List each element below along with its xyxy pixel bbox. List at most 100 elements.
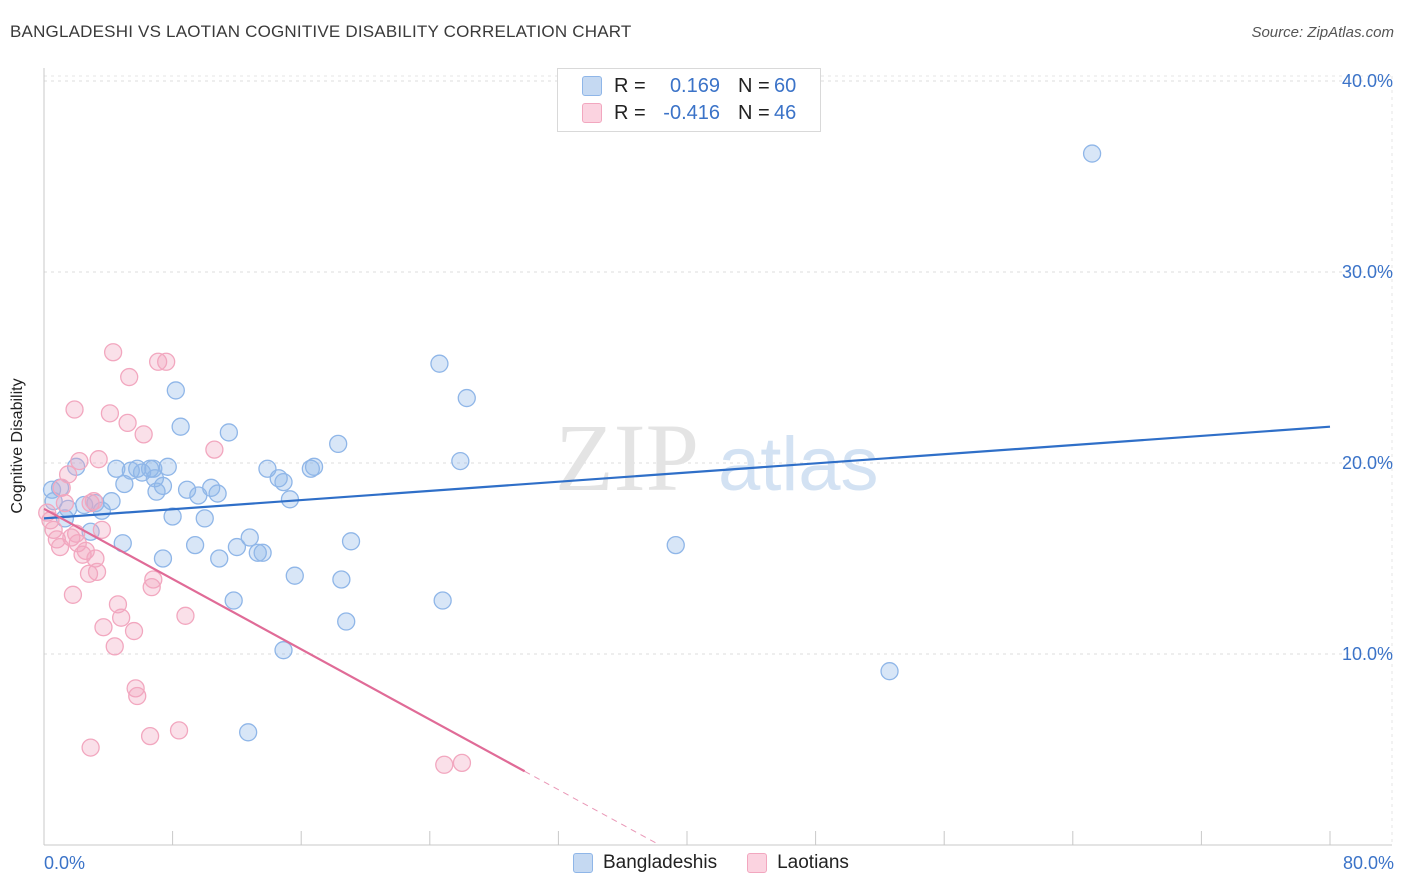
chart-title: BANGLADESHI VS LAOTIAN COGNITIVE DISABIL… xyxy=(10,22,632,41)
data-point xyxy=(666,535,685,555)
y-tick-label: 20.0% xyxy=(1342,453,1393,473)
data-point xyxy=(86,549,105,568)
n-label: N = xyxy=(738,101,770,124)
trend-layer xyxy=(43,425,1331,846)
data-point xyxy=(75,495,94,515)
data-point xyxy=(107,459,126,478)
laotians-trend-line xyxy=(43,507,526,773)
n-label: N = xyxy=(738,74,770,97)
data-point xyxy=(880,662,899,681)
data-point xyxy=(105,637,124,656)
x-axis-max-label: 80.0% xyxy=(1342,853,1394,873)
data-point xyxy=(142,578,161,597)
data-point xyxy=(100,404,120,423)
data-point xyxy=(118,413,137,433)
data-point xyxy=(157,352,176,371)
data-point xyxy=(103,343,123,362)
n-value: 46 xyxy=(774,101,797,124)
bangladeshis-swatch xyxy=(582,76,602,96)
data-point xyxy=(205,440,224,459)
data-point xyxy=(58,465,78,484)
x-axis-min-label: 0.0% xyxy=(44,853,86,873)
data-point xyxy=(433,591,452,610)
legend-item-bangladeshis[interactable]: Bangladeshis xyxy=(573,852,717,874)
data-point xyxy=(84,492,103,511)
data-point xyxy=(92,520,112,539)
legend-row-bangladeshis: R = 0.169 N = 60 xyxy=(582,74,796,98)
data-point xyxy=(94,618,113,637)
data-point xyxy=(452,753,472,773)
data-point xyxy=(169,721,189,740)
data-point xyxy=(121,461,140,480)
r-value: 0.169 xyxy=(669,74,720,97)
data-point xyxy=(87,562,107,582)
n-value: 60 xyxy=(774,74,797,97)
data-point xyxy=(208,484,227,503)
data-point xyxy=(337,612,356,631)
data-point xyxy=(332,570,351,589)
bangladeshis-trend-line xyxy=(43,425,1331,520)
y-tick-label: 10.0% xyxy=(1342,644,1393,664)
bangladeshis-points xyxy=(42,144,1102,742)
data-point xyxy=(253,543,272,562)
data-point xyxy=(185,535,205,555)
data-point xyxy=(285,566,304,585)
data-point xyxy=(177,480,197,499)
bangladeshis-legend-label: Bangladeshis xyxy=(603,852,718,873)
data-point xyxy=(430,354,449,373)
data-point xyxy=(176,606,195,625)
r-label: R = xyxy=(614,74,646,97)
data-point xyxy=(166,381,185,400)
data-point xyxy=(163,507,182,526)
data-point xyxy=(274,641,293,660)
data-point xyxy=(435,755,454,774)
data-point xyxy=(301,459,320,478)
data-point xyxy=(227,537,247,557)
data-point xyxy=(274,472,293,492)
data-point xyxy=(451,451,470,471)
data-point xyxy=(81,738,100,757)
data-point xyxy=(102,492,121,511)
watermark: ZIP atlas xyxy=(555,404,879,511)
data-point xyxy=(248,543,267,562)
data-point xyxy=(134,425,153,444)
data-point xyxy=(70,451,89,471)
watermark-zip: ZIP xyxy=(555,404,699,511)
data-point xyxy=(153,549,173,568)
laotians-trend-line-extension xyxy=(524,770,660,846)
correlation-legend: R = 0.169 N = 60 R = -0.416 N = 46 xyxy=(557,68,821,132)
data-point xyxy=(89,450,108,469)
data-point xyxy=(144,570,163,589)
axis-layer xyxy=(43,68,1392,846)
y-tick-label: 30.0% xyxy=(1342,262,1393,282)
y-tick-label: 40.0% xyxy=(1342,71,1393,91)
data-point xyxy=(76,541,95,561)
data-point xyxy=(128,686,147,706)
data-point xyxy=(210,549,229,568)
data-point xyxy=(153,476,173,496)
data-point xyxy=(140,726,160,746)
laotians-legend-swatch xyxy=(747,853,768,873)
data-point xyxy=(304,457,324,476)
data-point xyxy=(55,493,75,513)
laotians-points xyxy=(38,343,472,774)
tick-label-layer: 10.0% 20.0% 30.0% 40.0% xyxy=(1342,71,1393,664)
data-point xyxy=(329,434,348,454)
data-point xyxy=(219,423,239,442)
data-point xyxy=(195,509,214,528)
data-point xyxy=(341,532,361,551)
laotians-legend-label: Laotians xyxy=(777,852,849,873)
laotians-swatch xyxy=(582,103,602,123)
data-point xyxy=(126,679,145,698)
data-point xyxy=(240,528,259,547)
legend-item-laotians[interactable]: Laotians xyxy=(747,852,849,874)
chart-source: Source: ZipAtlas.com xyxy=(1251,24,1394,41)
data-point xyxy=(171,417,190,436)
legend-row-laotians: R = -0.416 N = 46 xyxy=(582,101,796,125)
data-point xyxy=(280,490,300,509)
points-layer xyxy=(38,144,1102,774)
bangladeshis-legend-swatch xyxy=(573,853,593,873)
data-point xyxy=(457,388,476,408)
data-point xyxy=(239,723,258,742)
